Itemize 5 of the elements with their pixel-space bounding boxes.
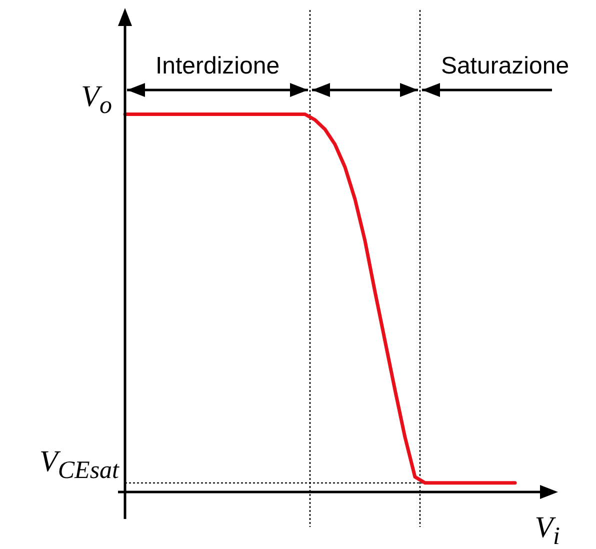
text: V$_{CEsat}$ xyxy=(40,444,119,484)
text: Saturazione xyxy=(440,52,570,80)
y-axis-title: V$_{o}$ xyxy=(81,80,112,120)
x-axis-title: V$_{i}$ xyxy=(534,511,560,549)
text: Interdizione xyxy=(155,52,280,80)
